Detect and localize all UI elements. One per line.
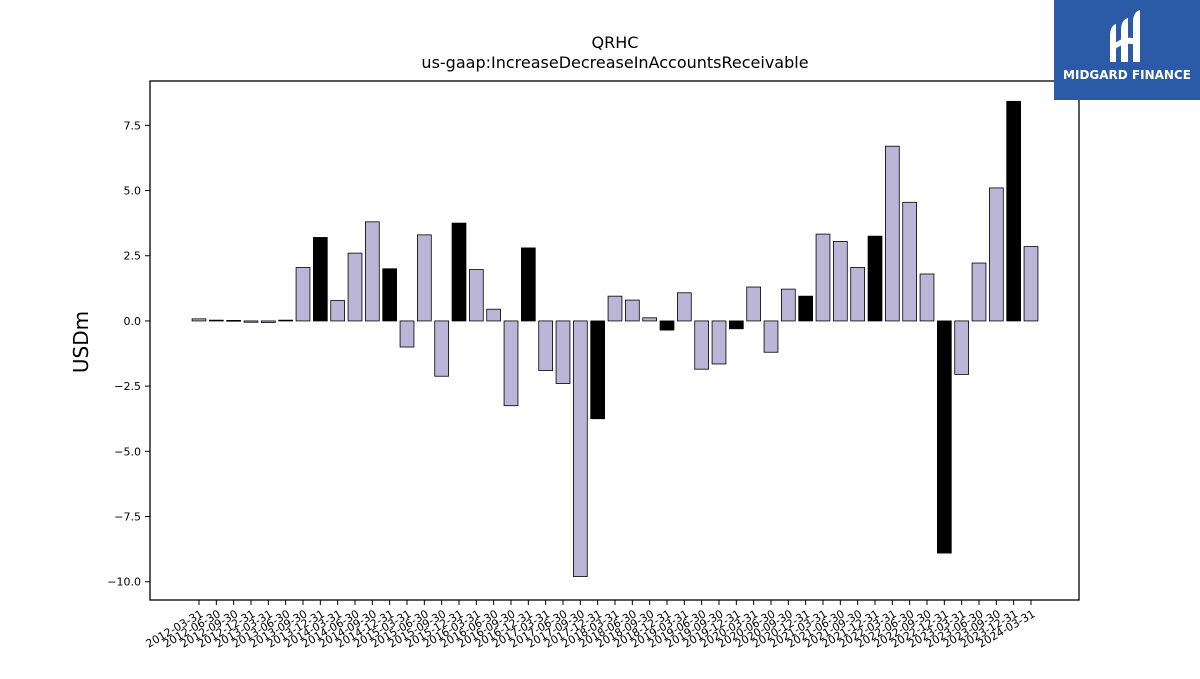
bar-2015-12-31: [451, 222, 467, 322]
bar-2017-03-31: [538, 320, 553, 371]
bar-2024-03-31: [1023, 246, 1039, 322]
bar-2019-12-31: [729, 320, 744, 330]
bar-2018-06-30: [625, 299, 640, 322]
bar-2013-09-30: [295, 267, 311, 322]
bar-2014-12-31: [382, 268, 398, 322]
bar-2012-09-30: [226, 320, 241, 322]
y-tick-label: 7.5: [124, 119, 142, 132]
bar-2016-06-30: [486, 308, 502, 322]
bar-2012-03-31: [191, 318, 207, 322]
bar-2023-09-30: [989, 187, 1004, 322]
bar-2014-09-30: [364, 221, 380, 322]
bars-group: [191, 100, 1039, 577]
brand-name: MIDGARD FINANCE: [1063, 68, 1191, 82]
bar-2013-06-30: [278, 319, 294, 322]
y-tick-label: −5.0: [114, 445, 141, 458]
bar-2020-06-30: [763, 320, 779, 353]
bar-2022-12-31: [937, 320, 952, 554]
bar-2022-09-30: [919, 273, 935, 322]
bar-2016-09-30: [503, 320, 519, 407]
bar-2017-06-30: [555, 320, 571, 384]
bar-2022-03-31: [885, 145, 900, 322]
bar-2018-12-31: [659, 320, 675, 331]
bar-2019-06-30: [694, 320, 709, 370]
bar-2015-06-30: [416, 234, 432, 322]
bar-2021-09-30: [850, 267, 865, 322]
y-tick-label: 5.0: [124, 185, 142, 198]
bar-2021-12-31: [867, 235, 883, 322]
bar-2023-03-31: [954, 320, 969, 375]
bar-2016-12-31: [521, 247, 536, 322]
bar-2023-12-31: [1006, 100, 1021, 322]
midgard-m-logo-icon: [1110, 10, 1140, 62]
bar-2013-12-31: [312, 237, 328, 322]
bar-2021-03-31: [815, 233, 831, 322]
bar-2018-03-31: [607, 295, 623, 322]
bar-2019-03-31: [677, 292, 692, 322]
bar-2023-06-30: [971, 262, 987, 322]
brand-logo: MIDGARD FINANCE: [1054, 0, 1200, 100]
bar-2017-12-31: [590, 320, 605, 420]
bar-2019-09-30: [711, 320, 727, 365]
bar-2018-09-30: [642, 317, 657, 322]
bar-2017-09-30: [573, 320, 588, 577]
y-tick-label: −2.5: [114, 380, 141, 393]
bar-2016-03-31: [468, 269, 484, 322]
y-axis-label: USDm: [69, 311, 93, 373]
chart-title: QRHC: [592, 33, 639, 52]
y-axis-ticks: 7.5 5.0 2.5 0.0 −2.5 −5.0 −7.5 −10.0: [107, 119, 150, 589]
bar-2014-03-31: [330, 300, 346, 322]
bar-2012-06-30: [208, 319, 224, 322]
plot-frame: [149, 80, 1080, 601]
y-tick-label: 0.0: [124, 315, 142, 328]
y-tick-label: 2.5: [124, 250, 142, 263]
chart-subtitle: us-gaap:IncreaseDecreaseInAccountsReceiv…: [421, 53, 808, 72]
bar-2013-03-31: [260, 320, 276, 323]
bar-2021-06-30: [833, 240, 848, 322]
bar-2020-09-30: [781, 288, 796, 322]
bar-2015-09-30: [434, 320, 450, 377]
x-axis-ticks: 2012-03-312012-06-302012-09-302012-12-31…: [144, 600, 1038, 651]
bar-2014-06-30: [347, 252, 363, 322]
y-tick-label: −10.0: [107, 576, 141, 589]
bar-2020-12-31: [798, 295, 813, 322]
bar-2020-03-31: [746, 286, 761, 322]
bar-2012-12-31: [243, 320, 259, 323]
bar-2022-06-30: [902, 201, 917, 322]
bar-2015-03-31: [399, 320, 415, 348]
y-tick-label: −7.5: [114, 511, 141, 524]
